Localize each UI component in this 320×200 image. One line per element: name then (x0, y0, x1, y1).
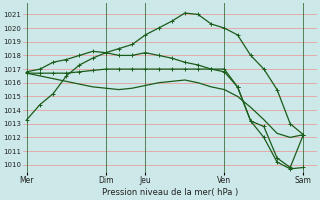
X-axis label: Pression niveau de la mer( hPa ): Pression niveau de la mer( hPa ) (101, 188, 238, 197)
